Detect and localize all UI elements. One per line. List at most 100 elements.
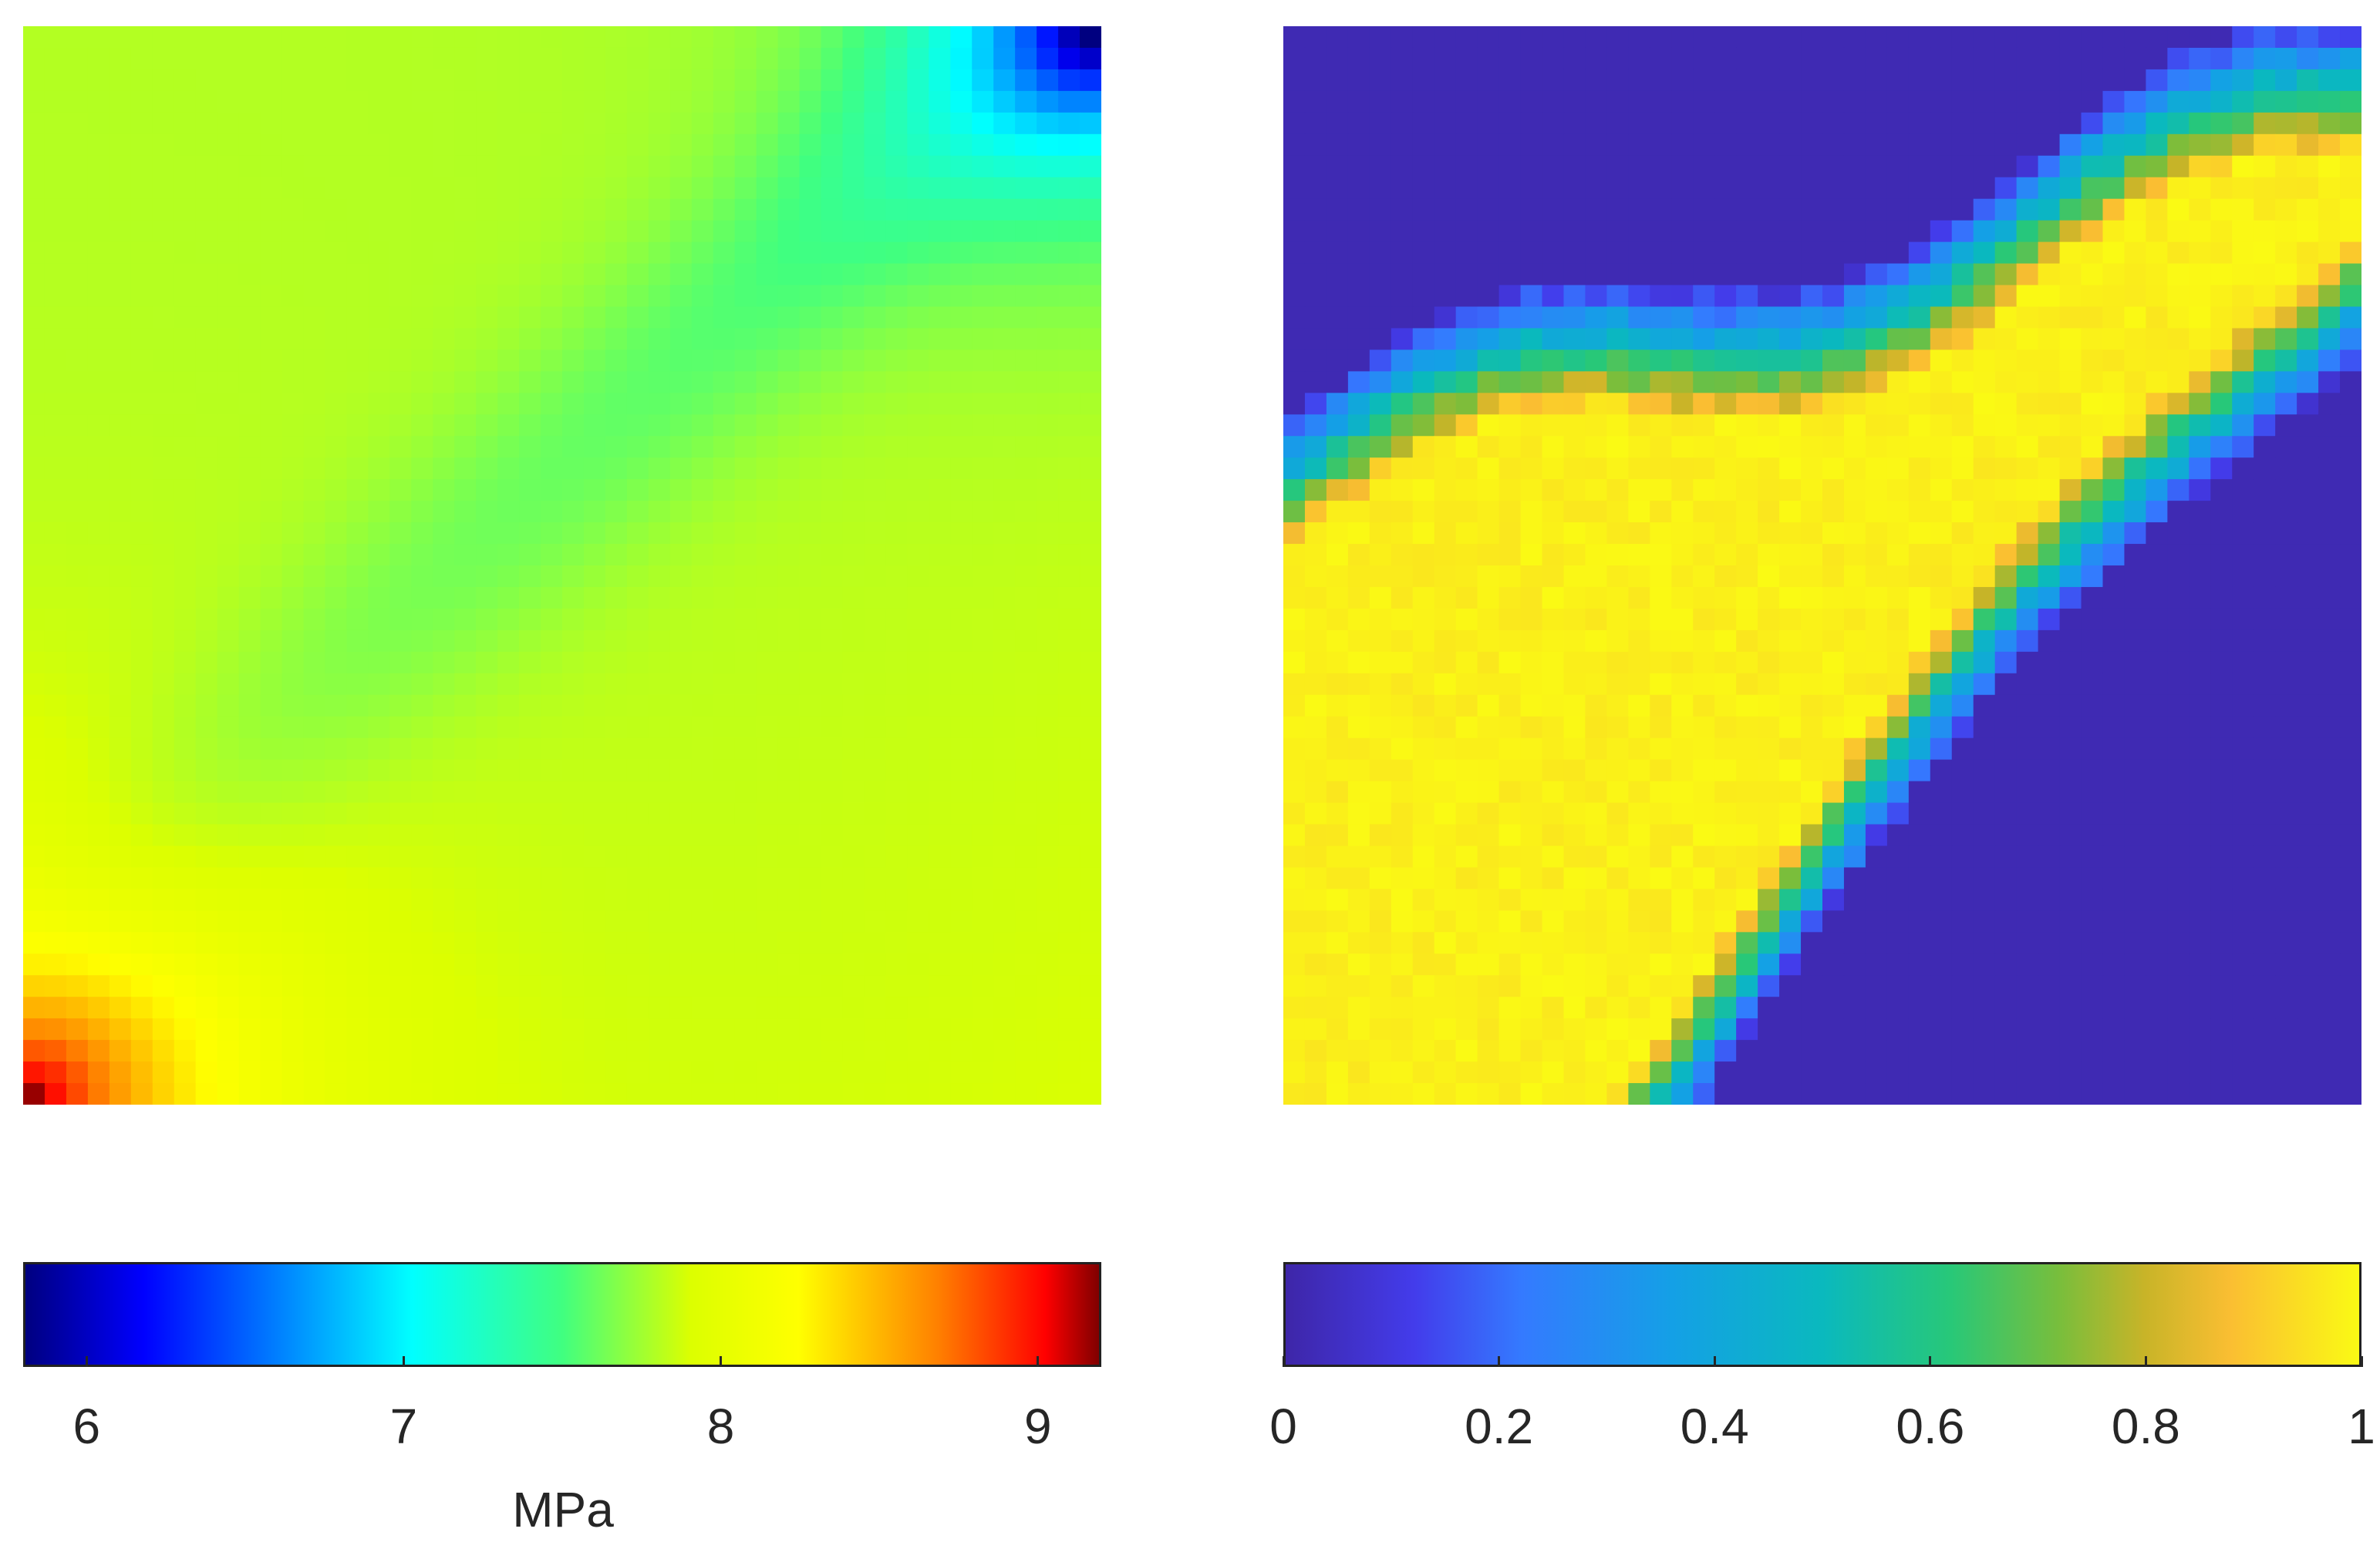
damage-cell [1650,26,1672,49]
stress-cell [174,845,197,869]
stress-cell [907,845,929,869]
damage-cell [2297,565,2319,588]
stress-cell [152,112,175,135]
damage-cell [1758,133,1780,157]
stress-cell [303,436,326,458]
damage-cell [1930,306,1953,329]
stress-cell [972,177,994,200]
damage-cell [1369,47,1392,70]
damage-cell [2146,889,2168,911]
damage-cell [1347,263,1370,286]
damage-cell [2167,501,2190,523]
stress-cell [1037,910,1059,933]
stress-cell [777,629,801,653]
stress-cell [929,975,951,997]
damage-cell [1585,177,1607,200]
stress-cell [238,47,261,70]
damage-cell [1283,90,1306,113]
damage-cell [1822,198,1845,221]
damage-cell [1412,824,1435,847]
damage-cell [2189,953,2211,976]
damage-cell [1283,220,1306,243]
stress-cell [1080,457,1101,480]
stress-cell [66,90,89,113]
stress-cell [260,867,283,889]
stress-cell [87,328,110,350]
damage-cell [1822,457,1845,480]
damage-cell [1304,241,1327,265]
stress-cell [583,608,606,631]
stress-cell [23,586,46,609]
stress-cell [66,824,89,847]
damage-cell [1628,26,1650,49]
stress-cell [325,759,347,782]
damage-cell [2059,414,2082,437]
stress-cell [713,155,736,178]
damage-cell [1886,845,1910,869]
stress-cell [562,198,585,221]
damage-cell [1434,608,1457,631]
stress-cell [626,328,649,350]
stress-cell [583,393,606,415]
damage-cell [1650,759,1672,782]
stress-cell [44,845,67,869]
stress-cell [1080,1061,1101,1084]
stress-cell [368,393,390,415]
damage-cell [2210,867,2233,889]
stress-cell [476,953,498,976]
stress-cell [1058,285,1080,308]
stress-cell [325,371,347,393]
stress-cell [669,997,693,1019]
damage-cell [2232,220,2254,243]
damage-cell [1369,1018,1392,1041]
stress-cell [756,586,779,609]
damage-cell [1822,349,1845,372]
damage-cell [2297,997,2319,1019]
damage-cell [1563,781,1586,804]
damage-cell [2318,1061,2341,1084]
stress-cell [541,953,563,976]
damage-cell [1758,953,1780,976]
damage-cell [1951,1040,1974,1062]
damage-cell [1347,716,1370,739]
stress-cell [23,393,46,415]
damage-cell [1930,479,1953,501]
stress-cell [885,198,908,221]
stress-cell [238,371,261,393]
stress-cell [885,349,908,372]
stress-cell [238,198,261,221]
damage-cell [1973,824,1996,847]
stress-cell [109,737,132,761]
stress-cell [389,1018,412,1041]
damage-cell [2189,306,2211,329]
damage-cell [2232,867,2254,889]
stress-cell [1015,673,1037,696]
stress-cell [1080,694,1101,717]
stress-cell [669,867,693,889]
damage-cell [1908,629,1931,653]
stress-cell [1015,26,1037,49]
stress-cell [238,781,261,804]
stress-cell [1058,544,1080,566]
stress-cell [454,112,477,135]
damage-cell [2016,586,2039,609]
damage-cell [2124,694,2146,717]
damage-cell [1412,1083,1435,1105]
damage-cell [2318,90,2341,113]
stress-cell [23,112,46,135]
stress-cell [993,436,1016,458]
damage-cell [2167,910,2190,933]
damage-cell [1908,26,1931,49]
damage-cell [1908,802,1931,825]
damage-cell [2102,436,2125,458]
damage-cell [1650,371,1672,393]
damage-cell [1606,629,1629,653]
stress-cell [626,393,649,415]
damage-cell [1455,586,1478,609]
damage-cell [2038,608,2061,631]
damage-cell [1650,414,1672,437]
stress-cell [842,629,865,653]
damage-cell [2189,90,2211,113]
damage-cell [1563,889,1586,911]
damage-cell [1714,414,1737,437]
